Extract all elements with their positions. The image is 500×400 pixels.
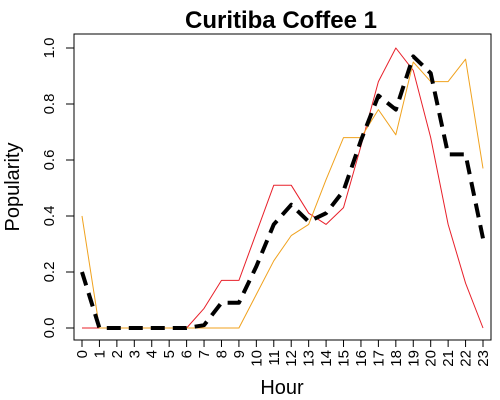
x-tick-label: 16 (353, 350, 370, 367)
x-tick-label: 6 (179, 350, 196, 358)
series-line-1 (82, 47, 484, 329)
y-tick-label: 0.8 (41, 94, 58, 115)
plot-frame (73, 33, 492, 341)
x-tick-label: 15 (336, 350, 353, 367)
x-tick-label: 19 (405, 350, 422, 367)
x-tick-label: 12 (283, 350, 300, 367)
x-tick-label: 1 (91, 350, 108, 358)
x-tick-label: 9 (231, 350, 248, 358)
x-tick-label: 5 (161, 350, 178, 358)
x-tick-label: 7 (196, 350, 213, 358)
x-tick-label: 3 (126, 350, 143, 358)
x-tick-label: 8 (213, 350, 230, 358)
series-layer (80, 47, 485, 330)
series-line-3 (80, 54, 485, 330)
y-tick-label: 0.6 (41, 150, 58, 171)
x-tick-label: 13 (301, 350, 318, 367)
y-tick-label: 1.0 (41, 38, 58, 59)
x-tick-label: 0 (74, 350, 91, 358)
chart-title: Curitiba Coffee 1 (185, 7, 377, 34)
x-tick-label: 11 (266, 350, 283, 366)
x-tick-label: 23 (475, 350, 492, 367)
x-tick-label: 14 (318, 350, 335, 367)
y-axis: 0.0 0.2 0.4 0.6 0.8 1.0 (41, 38, 75, 339)
y-tick-label: 0.2 (41, 262, 58, 283)
y-tick-label: 0.0 (41, 318, 58, 339)
y-tick-label: 0.4 (41, 206, 58, 227)
x-tick-label: 20 (423, 350, 440, 367)
x-axis-label: Hour (260, 377, 304, 399)
x-axis: 0 1 2 3 4 5 6 7 8 9 10 11 12 13 14 15 16 17 18 19 20 21 22 23 (74, 339, 492, 367)
x-tick-label: 17 (370, 350, 387, 367)
x-tick-label: 21 (440, 350, 457, 367)
x-tick-label: 22 (458, 350, 475, 367)
x-tick-label: 18 (388, 350, 405, 367)
series-line-2 (81, 58, 484, 329)
y-axis-label: Popularity (2, 143, 24, 232)
x-tick-label: 4 (144, 350, 161, 358)
x-tick-label: 10 (248, 350, 265, 367)
x-tick-label: 2 (109, 350, 126, 358)
